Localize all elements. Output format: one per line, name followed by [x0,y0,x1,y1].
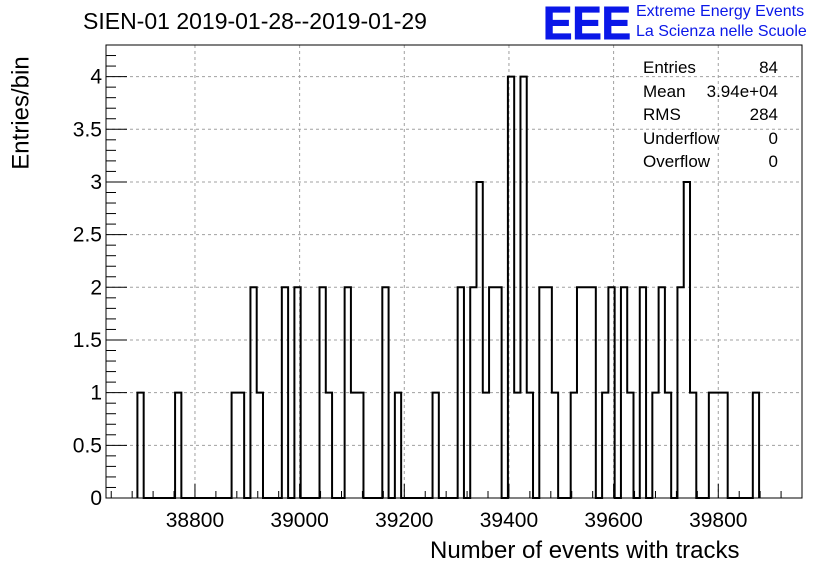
y-tick-label: 0 [90,487,102,510]
stats-label: Underflow [643,128,720,148]
stats-label: Overflow [643,152,711,171]
y-tick-label: 3.5 [73,118,102,141]
plot-frame [105,44,803,499]
stats-value: 0 [768,152,778,171]
y-tick-label: 3 [90,171,102,194]
x-tick-label: 39200 [375,509,433,532]
chart-title: SIEN-01 2019-01-28--2019-01-29 [83,8,427,34]
x-tick-label: 38800 [166,509,224,532]
grid-lines [106,45,802,498]
eee-logo-line2: La Scienza nelle Scuole [636,23,807,40]
histogram-series [136,75,761,499]
y-tick-label: 1.5 [73,329,102,352]
plot-frame-rect [105,44,803,499]
x-tick-label: 39400 [480,509,538,532]
y-tick-label: 0.5 [73,434,102,457]
eee-logo-mark: EEE [543,2,631,42]
stats-row: Underflow 0 [636,129,782,153]
y-tick-label: 2 [90,276,102,299]
y-tick-label: 4 [90,66,102,89]
stats-row: Entries 84 [636,58,782,82]
stats-row: Overflow 0 [636,152,782,176]
histogram-outline [136,75,761,499]
stats-label: Mean [643,81,686,101]
stats-label: Entries [643,58,696,77]
eee-logo: EEE [543,2,631,42]
y-axis-label: Entries/bin [7,56,35,170]
stats-box: Entries 84 Mean 3.94e+04 RMS 284 Underflow 0 Ove… [636,58,782,176]
eee-logo-line1: Extreme Energy Events [636,3,805,20]
x-axis-ticks: 38800 39000 39200 39400 39600 39800 [110,484,803,532]
y-tick-label: 1 [90,382,102,405]
x-tick-label: 39600 [584,509,642,532]
stats-row: Mean 3.94e+04 [636,82,782,106]
stats-value: 3.94e+04 [706,81,778,101]
x-tick-label: 39800 [689,509,747,532]
x-tick-label: 39000 [270,509,328,532]
stats-label: RMS [643,105,681,124]
stats-value: 0 [768,128,778,148]
eee-logo-text: Extreme Energy Events La Scienza nelle S… [636,2,807,42]
stats-value: 84 [759,58,778,77]
stats-row: RMS 284 [636,105,782,129]
x-axis-label: Number of events with tracks [430,537,740,564]
y-axis-ticks: 0 0.5 1 1.5 2 2.5 3 3.5 4 [73,44,127,510]
y-tick-label: 2.5 [73,224,102,247]
stats-value: 284 [749,105,778,124]
